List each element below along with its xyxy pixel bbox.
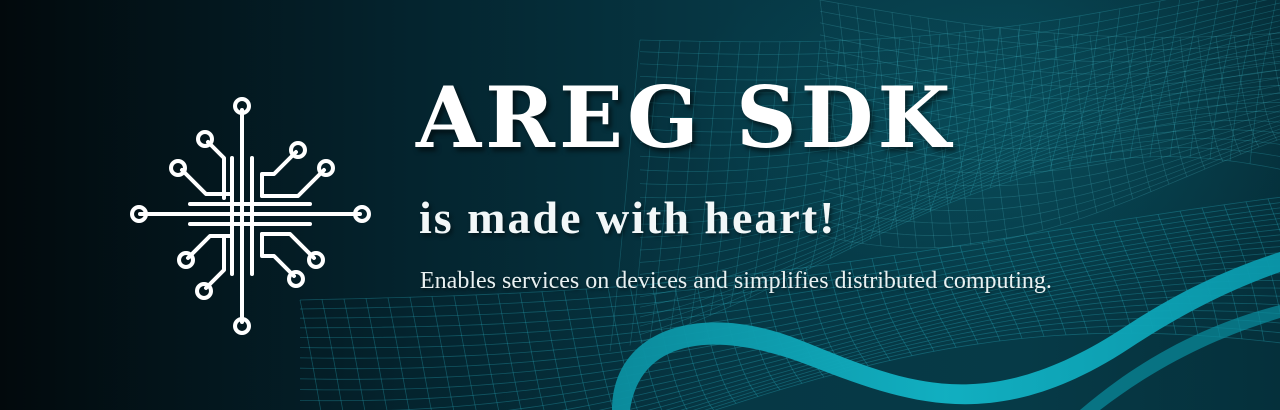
banner-title: AREG SDK — [416, 68, 955, 167]
banner-tagline: Enables services on devices and simplifi… — [420, 268, 1052, 294]
circuit-chip-icon — [130, 97, 371, 335]
banner-subtitle: is made with heart! — [419, 192, 837, 243]
